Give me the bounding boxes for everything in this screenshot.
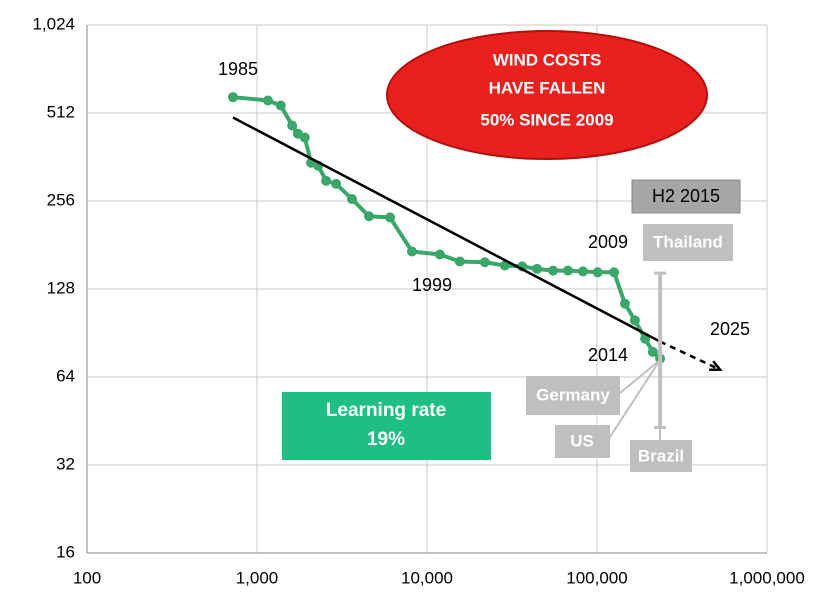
x-tick-label: 1,000 bbox=[236, 568, 279, 587]
point bbox=[609, 267, 620, 278]
point bbox=[406, 246, 417, 257]
x-tick-label: 100 bbox=[73, 568, 101, 587]
annotation: H2 2015 bbox=[652, 186, 720, 206]
callout-ellipse bbox=[386, 30, 708, 160]
arrow-head bbox=[709, 360, 723, 372]
label-box bbox=[631, 179, 741, 214]
point bbox=[299, 132, 310, 143]
point bbox=[499, 260, 510, 271]
annotation: 1985 bbox=[218, 59, 258, 79]
y-tick-label: 16 bbox=[56, 542, 75, 561]
point bbox=[287, 120, 298, 131]
point bbox=[385, 212, 396, 223]
point bbox=[364, 211, 375, 222]
point bbox=[562, 265, 573, 276]
learning-box bbox=[282, 392, 491, 460]
point bbox=[262, 95, 273, 106]
label-box bbox=[526, 376, 620, 415]
point bbox=[629, 315, 640, 326]
point bbox=[619, 298, 630, 309]
learning-text: 19% bbox=[367, 429, 405, 450]
point bbox=[275, 100, 286, 111]
x-tick-label: 10,000 bbox=[401, 568, 453, 587]
point bbox=[434, 249, 445, 260]
callout-text: WIND COSTS bbox=[493, 50, 602, 69]
annotation: 2009 bbox=[588, 232, 628, 252]
learning-text: Learning rate bbox=[326, 400, 446, 421]
connector bbox=[619, 359, 661, 394]
annotation: 2025 bbox=[710, 319, 750, 339]
point bbox=[321, 175, 332, 186]
point bbox=[532, 263, 543, 274]
y-tick-label: 512 bbox=[47, 102, 75, 121]
y-tick-label: 256 bbox=[47, 190, 75, 209]
annotation: US bbox=[570, 431, 594, 450]
callout-text: HAVE FALLEN bbox=[489, 78, 606, 97]
callout-text: 50% SINCE 2009 bbox=[480, 110, 613, 129]
point bbox=[331, 178, 342, 189]
annotation: 2014 bbox=[588, 345, 628, 365]
y-tick-label: 1,024 bbox=[32, 14, 75, 33]
label-box bbox=[630, 440, 692, 472]
point bbox=[547, 265, 558, 276]
y-tick-label: 64 bbox=[56, 366, 75, 385]
y-tick-label: 128 bbox=[47, 278, 75, 297]
point bbox=[479, 257, 490, 268]
point bbox=[592, 267, 603, 278]
point bbox=[454, 256, 465, 267]
label-box bbox=[643, 224, 733, 261]
trend-line bbox=[232, 116, 661, 343]
point bbox=[227, 92, 238, 103]
y-tick-label: 32 bbox=[56, 454, 75, 473]
point bbox=[577, 266, 588, 277]
trend-line bbox=[659, 340, 721, 371]
connector bbox=[607, 359, 661, 441]
annotation: 1999 bbox=[412, 275, 452, 295]
x-tick-label: 100,000 bbox=[566, 568, 627, 587]
annotation: Brazil bbox=[638, 446, 684, 465]
annotation: Thailand bbox=[653, 232, 723, 251]
point bbox=[647, 346, 658, 357]
annotation: Germany bbox=[536, 385, 610, 404]
x-tick-label: 1,000,000 bbox=[729, 568, 805, 587]
label-box bbox=[555, 425, 610, 458]
point bbox=[346, 194, 357, 205]
